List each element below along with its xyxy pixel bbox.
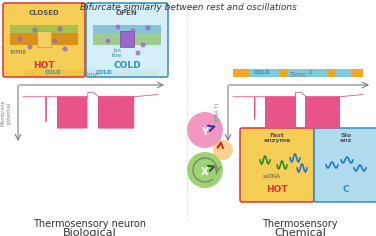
Bar [23, 69, 158, 77]
Text: Bifurcate similarly between rest and oscillations: Bifurcate similarly between rest and osc… [80, 3, 296, 12]
FancyBboxPatch shape [314, 128, 376, 202]
Circle shape [187, 112, 223, 148]
Circle shape [62, 46, 68, 51]
Bar [93, 33, 161, 45]
Text: Fast
enzyme: Fast enzyme [263, 133, 291, 143]
Text: COLD: COLD [96, 71, 112, 76]
Bar [70, 69, 80, 77]
Text: HOT: HOT [266, 185, 288, 194]
Text: Thermosensory: Thermosensory [262, 219, 338, 229]
Text: CLOSED: CLOSED [29, 10, 59, 16]
Text: COLD: COLD [44, 71, 61, 76]
Text: Membrane
potential: Membrane potential [1, 99, 11, 126]
Text: Biological: Biological [63, 228, 117, 236]
Bar [120, 69, 130, 77]
Text: C: C [309, 71, 313, 76]
Circle shape [18, 37, 23, 42]
Bar [10, 33, 78, 45]
Text: HOT: HOT [33, 60, 55, 69]
Bar [233, 69, 249, 77]
Text: COLD: COLD [253, 71, 270, 76]
Text: C: C [343, 185, 349, 194]
Text: [DNA Y]: [DNA Y] [214, 103, 220, 122]
Bar [233, 69, 363, 77]
Circle shape [106, 38, 111, 43]
Circle shape [135, 51, 141, 55]
Text: Time: Time [290, 72, 306, 78]
Bar [351, 69, 363, 77]
Circle shape [130, 29, 135, 34]
Bar [93, 25, 161, 33]
Bar [120, 31, 134, 47]
Text: COLD: COLD [113, 60, 141, 69]
Circle shape [187, 152, 223, 188]
Circle shape [32, 28, 38, 33]
Text: Thermosensory neuron: Thermosensory neuron [33, 219, 147, 229]
Text: Ion
flow: Ion flow [112, 48, 122, 58]
Text: Time: Time [82, 72, 99, 78]
Bar [23, 69, 39, 77]
Bar [37, 31, 51, 47]
Circle shape [115, 25, 120, 30]
Text: ssDNA: ssDNA [263, 174, 281, 180]
Circle shape [146, 25, 150, 30]
FancyBboxPatch shape [240, 128, 314, 202]
Circle shape [58, 26, 62, 31]
Text: OPEN: OPEN [116, 10, 138, 16]
FancyBboxPatch shape [3, 3, 85, 77]
FancyBboxPatch shape [86, 3, 168, 77]
Text: Y: Y [202, 127, 209, 137]
Circle shape [53, 38, 58, 43]
Text: Slo
enz: Slo enz [340, 133, 352, 143]
Bar [279, 69, 288, 77]
Text: TRPM8: TRPM8 [9, 51, 25, 55]
Text: X: X [201, 167, 209, 177]
Bar [327, 69, 336, 77]
Circle shape [213, 140, 233, 160]
Bar [10, 25, 78, 33]
Circle shape [141, 42, 146, 47]
Bar [146, 69, 158, 77]
Circle shape [27, 45, 32, 50]
Text: Chemical: Chemical [274, 228, 326, 236]
Circle shape [120, 35, 126, 41]
